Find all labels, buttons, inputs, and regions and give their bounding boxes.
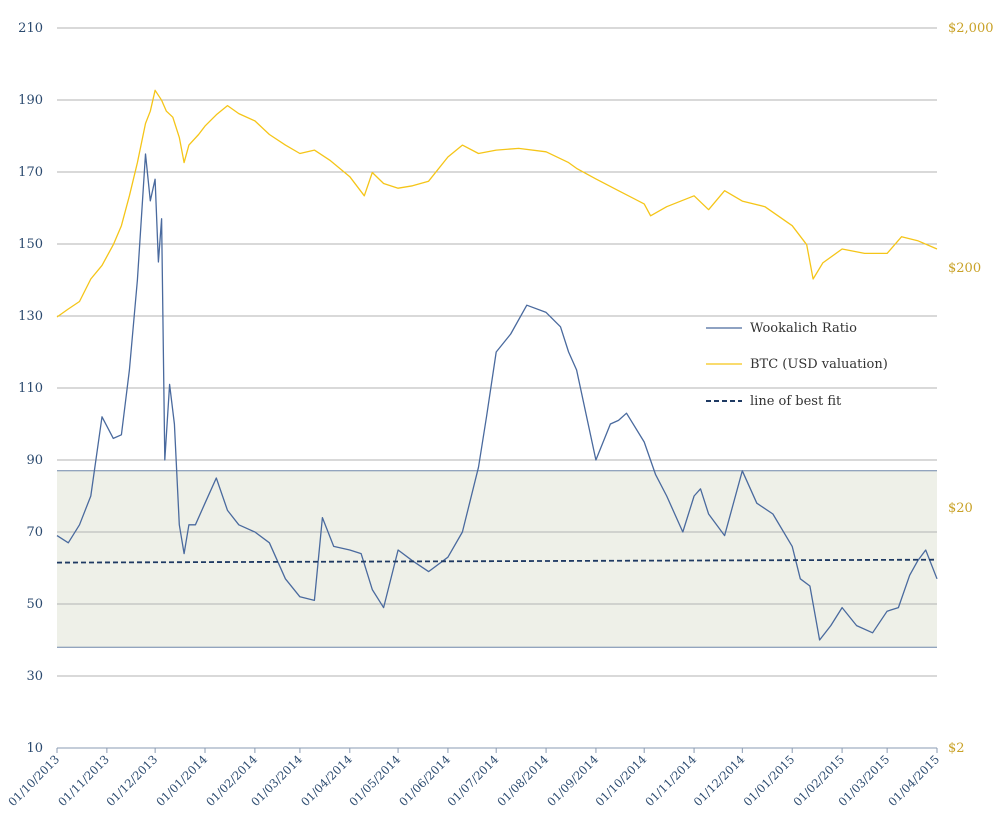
y-right-tick-label: $2,000: [948, 21, 994, 36]
y-left-tick-label: 10: [26, 741, 43, 756]
legend-label: BTC (USD valuation): [750, 357, 888, 372]
y-right-tick-label: $20: [948, 501, 973, 516]
y-left-tick-label: 50: [26, 597, 43, 612]
y-left-tick-label: 170: [18, 165, 43, 180]
y-left-tick-label: 70: [26, 525, 43, 540]
wookalich-ratio-line: [56, 153, 938, 641]
shaded-band: [57, 470, 937, 648]
y-left-tick-label: 110: [18, 381, 43, 396]
y-left-tick-label: 30: [26, 669, 43, 684]
grid-layer: [57, 27, 937, 677]
series-layer: [56, 89, 938, 641]
y-left-tick-label: 90: [26, 453, 43, 468]
y-left-tick-label: 190: [18, 93, 43, 108]
btc-usd-line: [56, 89, 938, 318]
y-left-tick-label: 210: [18, 21, 43, 36]
y-left-tick-label: 150: [18, 237, 43, 252]
best-fit-line: [56, 558, 938, 564]
legend-layer: Wookalich Ratio BTC (USD valuation) line o…: [706, 321, 888, 409]
y-right-tick-label: $2: [948, 741, 965, 756]
y-left-tick-label: 130: [18, 309, 43, 324]
y-right-tick-label: $200: [948, 261, 981, 276]
legend-label: line of best fit: [750, 394, 842, 409]
legend-label: Wookalich Ratio: [750, 321, 857, 336]
band-layer: [57, 470, 937, 648]
